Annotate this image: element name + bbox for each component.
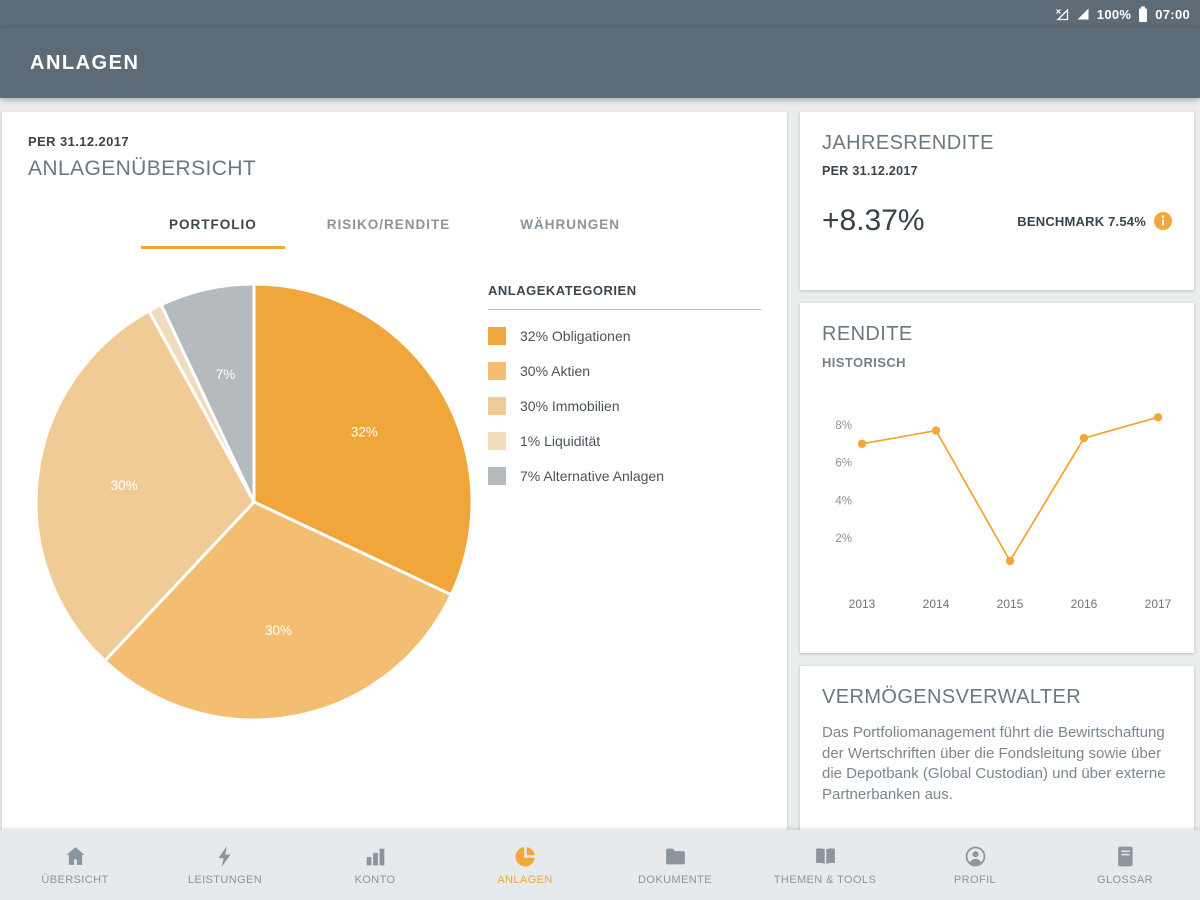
nav-label: PROFIL xyxy=(953,874,997,886)
book-icon xyxy=(1117,846,1133,867)
svg-text:8%: 8% xyxy=(835,420,852,432)
vermoegensverwalter-title: VERMÖGENSVERWALTER xyxy=(822,686,1082,708)
svg-text:30%: 30% xyxy=(265,623,292,638)
legend-swatch-obligationen xyxy=(488,327,506,345)
nav-label: ANLAGEN xyxy=(497,874,553,886)
legend-item: 32% Obligationen xyxy=(488,327,761,345)
rendite-title: RENDITE xyxy=(822,323,913,345)
legend-label: 30% Aktien xyxy=(520,363,591,379)
nav-label: DOKUMENTE xyxy=(638,874,712,886)
svg-text:32%: 32% xyxy=(351,424,378,439)
signal-icon xyxy=(1077,8,1089,20)
svg-text:2014: 2014 xyxy=(923,597,950,611)
nav-label: KONTO xyxy=(354,874,396,886)
legend-swatch-alternative xyxy=(488,467,506,485)
status-bar: 100% 07:00 xyxy=(0,0,1200,28)
nav-label: LEISTUNGEN xyxy=(187,874,263,886)
bolt-icon xyxy=(217,846,230,867)
overview-tab-bar: PORTFOLIO RISIKO/RENDITE WÄHRUNGEN xyxy=(28,217,761,249)
nav-label: GLOSSAR xyxy=(1097,874,1153,886)
portfolio-pie-chart: 32% 30% 30% 7% xyxy=(34,282,474,722)
legend-label: 32% Obligationen xyxy=(520,328,631,344)
rendite-line-chart: 2% 4% 6% 8% 2013 2014 2015 2016 2017 xyxy=(835,413,1172,611)
jahresrendite-card: JAHRESRENDITE PER 31.12.2017 +8.37% BENC… xyxy=(800,112,1194,290)
legend-swatch-aktien xyxy=(488,362,506,380)
nav-item-anlagen[interactable]: ANLAGEN xyxy=(450,830,600,900)
nav-label: ÜBERSICHT xyxy=(41,874,109,886)
battery-icon xyxy=(1139,6,1148,22)
legend-item: 30% Aktien xyxy=(488,362,761,380)
app-bar: ANLAGEN xyxy=(0,28,1200,98)
legend-item: 7% Alternative Anlagen xyxy=(488,467,761,485)
legend-label: 1% Liquidität xyxy=(520,433,601,449)
legend-label: 30% Immobilien xyxy=(520,398,620,414)
folder-icon xyxy=(665,848,685,865)
legend-swatch-immobilien xyxy=(488,397,506,415)
tab-portfolio[interactable]: PORTFOLIO xyxy=(140,217,285,249)
legend-item: 30% Immobilien xyxy=(488,397,761,415)
jahresrendite-title: JAHRESRENDITE xyxy=(822,132,994,154)
nav-item-leistungen[interactable]: LEISTUNGEN xyxy=(150,830,300,900)
legend-label: 7% Alternative Anlagen xyxy=(520,468,664,484)
right-column: JAHRESRENDITE PER 31.12.2017 +8.37% BENC… xyxy=(800,112,1194,830)
svg-text:2017: 2017 xyxy=(1145,597,1172,611)
jahresrendite-date: PER 31.12.2017 xyxy=(822,164,918,178)
legend-swatch-liquiditaet xyxy=(488,432,506,450)
svg-text:2013: 2013 xyxy=(849,597,876,611)
svg-text:6%: 6% xyxy=(835,458,852,470)
rendite-subtitle: HISTORISCH xyxy=(822,355,906,370)
page-title: ANLAGEN xyxy=(30,51,140,74)
tab-waehrungen[interactable]: WÄHRUNGEN xyxy=(520,217,620,232)
legend-title: ANLAGEKATEGORIEN xyxy=(488,283,761,310)
svg-text:7%: 7% xyxy=(216,367,236,382)
benchmark-label: BENCHMARK 7.54% xyxy=(1017,213,1146,229)
info-icon[interactable] xyxy=(1154,212,1172,230)
home-icon xyxy=(66,847,84,865)
nav-item-themen-tools[interactable]: THEMEN & TOOLS xyxy=(750,830,900,900)
nav-item-konto[interactable]: KONTO xyxy=(300,830,450,900)
nav-label: THEMEN & TOOLS xyxy=(773,874,877,886)
tab-risiko-rendite[interactable]: RISIKO/RENDITE xyxy=(326,217,451,232)
open-book-icon xyxy=(815,848,835,865)
svg-text:2%: 2% xyxy=(835,533,852,545)
svg-text:30%: 30% xyxy=(111,478,138,493)
overview-title: ANLAGENÜBERSICHT xyxy=(28,157,257,180)
anlagenuebersicht-card: PER 31.12.2017 ANLAGENÜBERSICHT PORTFOLI… xyxy=(2,112,787,830)
overview-date-label: PER 31.12.2017 xyxy=(28,134,130,149)
rendite-card: RENDITE HISTORISCH 2% 4% 6% 8% 2013 2014 2015 2… xyxy=(800,303,1194,653)
benchmark-row: BENCHMARK 7.54% xyxy=(1017,212,1172,230)
svg-text:4%: 4% xyxy=(835,495,852,507)
nav-item-uebersicht[interactable]: ÜBERSICHT xyxy=(0,830,150,900)
content-area: PER 31.12.2017 ANLAGENÜBERSICHT PORTFOLI… xyxy=(0,98,1200,830)
bottom-nav: ÜBERSICHT LEISTUNGEN KONTO ANLAGEN DOKUM… xyxy=(0,830,1200,900)
pie-chart-icon xyxy=(515,847,535,867)
portfolio-chart-row: 32% 30% 30% 7% ANLAGEKATEGORIEN 32% Obligat… xyxy=(20,277,761,727)
battery-percent: 100% xyxy=(1096,6,1132,22)
pie-chart-wrap: 32% 30% 30% 7% xyxy=(20,277,488,727)
anlagekategorien-legend: ANLAGEKATEGORIEN 32% Obligationen 30% Ak… xyxy=(488,277,761,727)
nav-item-glossar[interactable]: GLOSSAR xyxy=(1050,830,1200,900)
person-icon xyxy=(965,846,985,867)
vermoegensverwalter-text: Das Portfoliomanagement führt die Bewirt… xyxy=(822,724,1166,804)
nav-item-dokumente[interactable]: DOKUMENTE xyxy=(600,830,750,900)
nav-item-profil[interactable]: PROFIL xyxy=(900,830,1050,900)
jahresrendite-value: +8.37% xyxy=(822,204,925,237)
legend-item: 1% Liquidität xyxy=(488,432,761,450)
clock: 07:00 xyxy=(1155,6,1190,22)
svg-text:2015: 2015 xyxy=(997,597,1024,611)
svg-text:2016: 2016 xyxy=(1071,597,1098,611)
network-unavailable-icon xyxy=(1055,8,1068,21)
bar-chart-icon xyxy=(366,848,384,866)
vermoegensverwalter-card: VERMÖGENSVERWALTER Das Portfoliomanageme… xyxy=(800,666,1194,830)
